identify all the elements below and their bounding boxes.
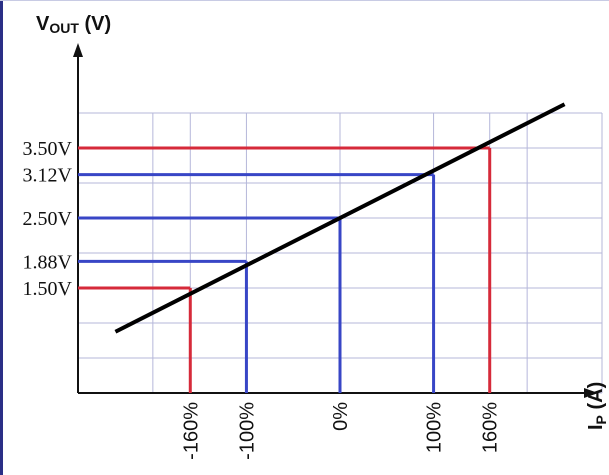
series-line-0 <box>114 102 566 334</box>
x-axis-arrow <box>584 388 598 398</box>
x-tick-labels: -160% -100% 0% 100% 160% <box>180 402 501 460</box>
x-axis-title-sub: P <box>593 415 609 424</box>
x-tick-label-0: -160% <box>180 402 202 460</box>
y-tick-label-2: 2.50V <box>23 208 73 230</box>
y-axis-title-sub: OUT <box>49 20 79 36</box>
y-tick-label-1: 1.88V <box>23 251 73 273</box>
x-axis-title-main: I <box>585 424 607 430</box>
x-tick-label-4: 160% <box>480 402 502 453</box>
y-axis-title-unit: (V) <box>79 13 111 35</box>
x-tick-label-2: 0% <box>330 402 352 431</box>
y-tick-label-4: 3.50V <box>23 138 73 160</box>
y-tick-labels: 1.50V 1.88V 2.50V 3.12V 3.50V <box>23 138 73 300</box>
frame-left-border <box>0 0 3 475</box>
x-tick-label-3: 100% <box>424 402 446 453</box>
y-axis-title: VOUT (V) <box>36 13 111 36</box>
y-tick-label-0: 1.50V <box>23 278 73 300</box>
x-axis-title-unit: (A) <box>585 382 607 415</box>
axes <box>73 43 598 398</box>
x-tick-label-1: -100% <box>236 402 258 460</box>
guide-lines <box>78 146 492 393</box>
y-tick-label-3: 3.12V <box>23 165 73 187</box>
x-axis-title: IP (A) <box>585 382 609 430</box>
series <box>114 102 566 334</box>
y-axis-arrow <box>73 43 83 57</box>
y-axis-title-main: V <box>36 13 50 35</box>
